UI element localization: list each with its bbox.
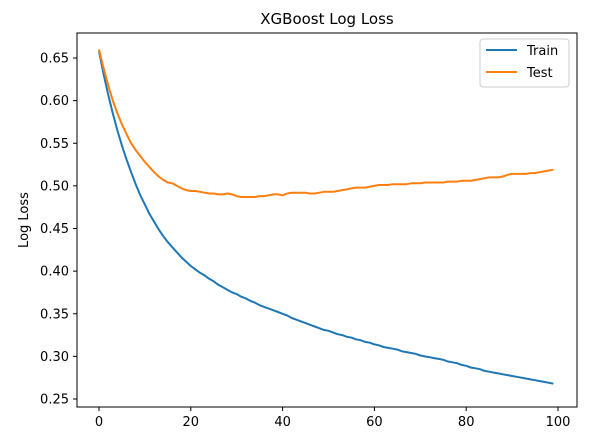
y-axis: 0.25 0.30 0.35 0.40 0.45 0.50 0.55 0.60 0.65 xyxy=(40,52,77,408)
x-tick-label: 80 xyxy=(458,415,475,430)
test-line xyxy=(98,49,554,198)
y-tick-label: 0.25 xyxy=(40,393,69,408)
train-line xyxy=(98,51,554,385)
x-tick-label: 60 xyxy=(366,415,383,430)
y-tick-label: 0.40 xyxy=(40,265,69,280)
x-tick-label: 100 xyxy=(546,415,571,430)
plot-frame xyxy=(76,32,578,408)
x-tick-label: 0 xyxy=(95,415,103,430)
y-tick-label: 0.45 xyxy=(40,222,69,237)
y-tick-label: 0.60 xyxy=(40,94,69,109)
y-tick-label: 0.55 xyxy=(40,137,69,152)
x-tick-label: 20 xyxy=(183,415,200,430)
y-tick-label: 0.50 xyxy=(40,179,69,194)
y-tick-label: 0.35 xyxy=(40,307,69,322)
legend-train-label: Train xyxy=(526,44,558,59)
legend-test-label: Test xyxy=(526,66,553,81)
y-tick-label: 0.30 xyxy=(40,350,69,365)
x-tick-label: 40 xyxy=(274,415,291,430)
plot-lines xyxy=(98,49,554,385)
x-axis: 0 20 40 60 80 100 xyxy=(95,407,571,430)
chart-title: XGBoost Log Loss xyxy=(260,10,394,28)
y-axis-label: Log Loss xyxy=(17,192,32,248)
y-tick-label: 0.65 xyxy=(40,52,69,67)
legend: Train Test xyxy=(479,38,570,88)
